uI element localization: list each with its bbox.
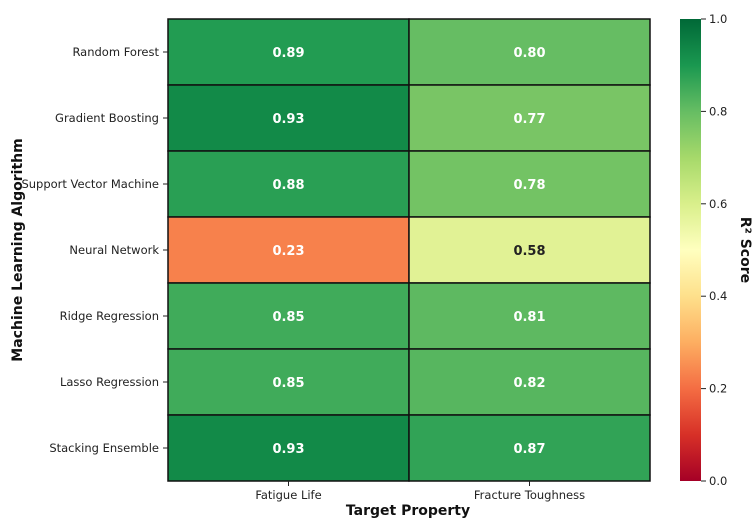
colorbar-tick-label: 0.8	[709, 104, 727, 118]
row-tick-label: Stacking Ensemble	[49, 441, 159, 455]
row-tick-labels: Random Forest Gradient Boosting Support Ve…	[21, 45, 168, 455]
cell-value-label: 0.85	[272, 310, 304, 325]
heatmap-cell	[408, 18, 651, 86]
cell-value-label: 0.58	[513, 244, 545, 259]
heatmap-cell	[408, 84, 651, 152]
colorbar-tick-label: 0.2	[709, 382, 727, 396]
cell-value-label: 0.80	[513, 46, 545, 61]
heatmap-cells: 0.89 0.80 0.93 0.77 0.88 0.78 0.23 0.58 0.85 0.81…	[167, 18, 651, 482]
heatmap-cell	[408, 348, 651, 416]
cell-value-label: 0.87	[513, 442, 545, 457]
row-tick-label: Gradient Boosting	[55, 111, 159, 125]
heatmap-cell	[408, 414, 651, 482]
cell-value-label: 0.93	[272, 442, 304, 457]
row-tick-label: Ridge Regression	[60, 309, 159, 323]
colorbar-tick-label: 0.4	[709, 289, 727, 303]
column-tick-label: Fatigue Life	[255, 488, 321, 502]
heatmap-cell	[167, 84, 410, 152]
heatmap-cell	[408, 216, 651, 284]
row-tick-label: Neural Network	[69, 243, 159, 257]
row-tick-label: Support Vector Machine	[21, 177, 159, 191]
colorbar-gradient	[680, 19, 701, 481]
cell-value-label: 0.77	[513, 112, 545, 127]
cell-value-label: 0.88	[272, 178, 304, 193]
y-axis-title: Machine Learning Algorithm	[10, 138, 26, 361]
cell-value-label: 0.93	[272, 112, 304, 127]
colorbar: 0.0 0.2 0.4 0.6 0.8 1.0	[680, 12, 727, 488]
heatmap-cell	[167, 18, 410, 86]
column-tick-label: Fracture Toughness	[474, 488, 585, 502]
colorbar-tick-label: 0.6	[709, 197, 727, 211]
row-tick-label: Random Forest	[72, 45, 159, 59]
heatmap-cell	[408, 150, 651, 218]
column-tick-labels: Fatigue Life Fracture Toughness	[255, 481, 585, 502]
colorbar-title: R² Score	[737, 217, 753, 283]
colorbar-tick-label: 0.0	[709, 474, 727, 488]
cell-value-label: 0.81	[513, 310, 545, 325]
cell-value-label: 0.78	[513, 178, 545, 193]
colorbar-tick-label: 1.0	[709, 12, 727, 26]
row-tick-label: Lasso Regression	[60, 375, 159, 389]
cell-value-label: 0.82	[513, 376, 545, 391]
cell-value-label: 0.89	[272, 46, 304, 61]
x-axis-title: Target Property	[346, 503, 470, 519]
cell-value-label: 0.85	[272, 376, 304, 391]
cell-value-label: 0.23	[272, 244, 304, 259]
heatmap-cell	[408, 282, 651, 350]
